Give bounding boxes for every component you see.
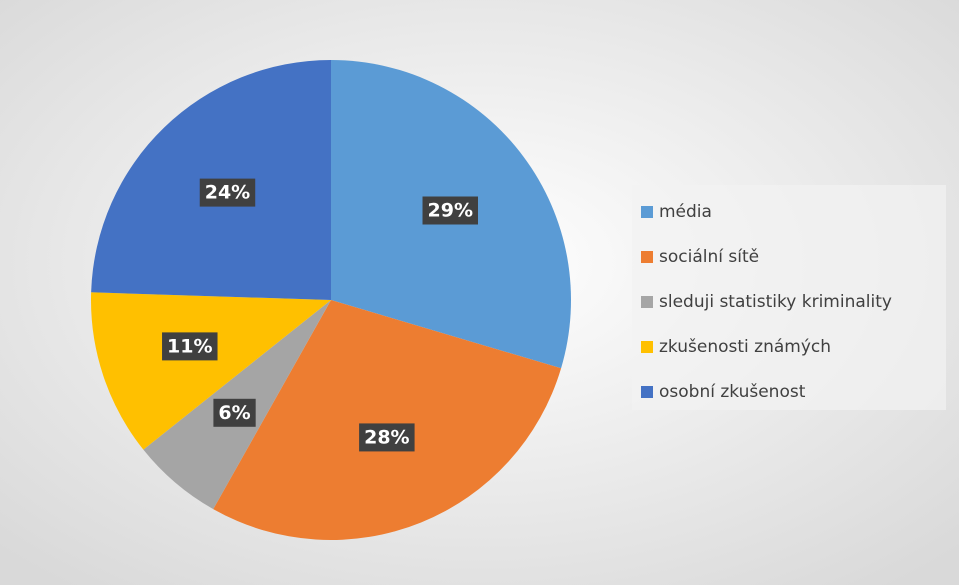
- data-label: 29%: [428, 200, 473, 222]
- legend-label: osobní zkušenost: [659, 382, 806, 402]
- pie-slice: [213, 300, 562, 540]
- data-label-box: [359, 423, 415, 452]
- data-label: 28%: [364, 426, 409, 448]
- data-label-box: [162, 332, 218, 361]
- pie-slice: [91, 292, 332, 450]
- legend-label: zkušenosti známých: [659, 337, 831, 357]
- data-label: 24%: [205, 182, 250, 204]
- legend-marker: [641, 341, 653, 353]
- legend-marker: [641, 296, 653, 308]
- legend-marker: [641, 206, 653, 218]
- data-label: 6%: [218, 402, 250, 424]
- legend-marker: [641, 251, 653, 263]
- legend-marker: [641, 386, 653, 398]
- data-label-box: [422, 196, 478, 225]
- legend-box: [632, 185, 946, 410]
- data-label-box: [213, 398, 256, 427]
- legend-label: sleduji statistiky kriminality: [659, 292, 892, 312]
- legend-label: sociální sítě: [659, 247, 759, 267]
- legend-label: média: [659, 202, 712, 222]
- data-label: 11%: [167, 335, 212, 357]
- data-label-box: [199, 178, 256, 207]
